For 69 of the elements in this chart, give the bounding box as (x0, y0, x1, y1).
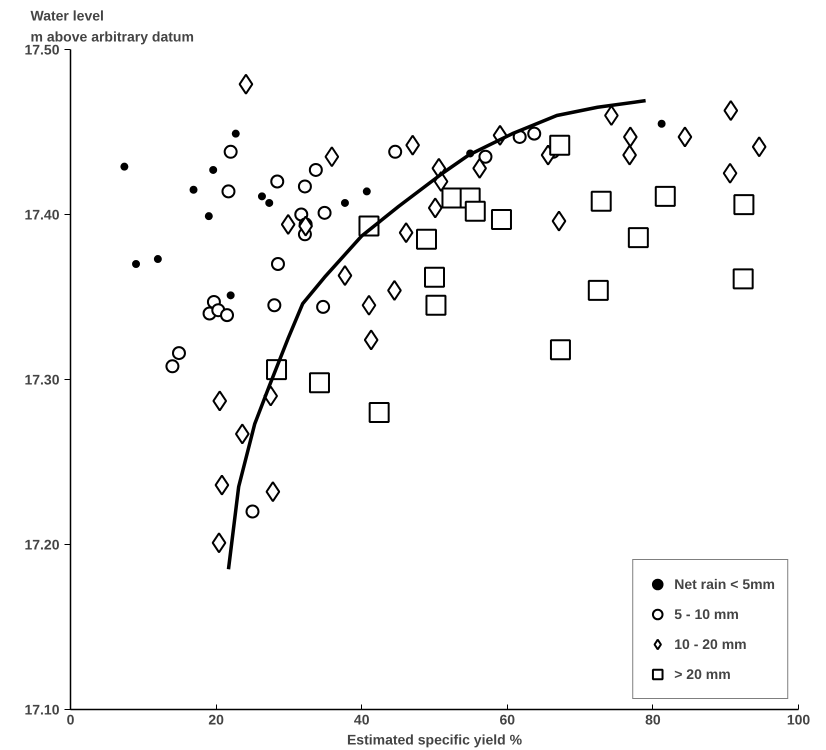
point (478, 150, 492, 164)
point (298, 179, 312, 194)
x-axis-title: Estimated specific yield % (346, 732, 523, 748)
point (527, 126, 542, 141)
point (132, 260, 140, 268)
x-tick-label: 100 (786, 712, 810, 728)
x-tick-label: 60 (500, 712, 516, 728)
point (226, 291, 235, 300)
point (221, 184, 236, 198)
point (224, 144, 238, 159)
legend-label: > 20 mm (674, 666, 731, 682)
line-series (226, 98, 648, 571)
y-tick-label: 17.30 (24, 372, 60, 388)
point (258, 192, 266, 200)
legend-label: Net rain < 5mm (674, 576, 775, 592)
point (549, 134, 570, 156)
y-tick-label: 17.40 (24, 206, 60, 222)
x-tick-label: 20 (208, 712, 224, 728)
point (316, 300, 330, 314)
point (270, 257, 285, 271)
point (172, 346, 186, 360)
point (318, 206, 332, 220)
point (604, 105, 619, 126)
y-tick-label: 17.10 (24, 702, 60, 718)
point (270, 174, 284, 188)
point (658, 120, 666, 128)
point (628, 227, 649, 248)
point (425, 294, 446, 316)
point (490, 208, 512, 230)
point (154, 255, 162, 264)
point (267, 298, 282, 312)
point (368, 402, 390, 423)
point (428, 197, 443, 218)
legend-label: 10 - 20 mm (674, 636, 747, 652)
x-tick-label: 40 (354, 712, 370, 728)
point (246, 504, 260, 518)
y-axis-title: Water level m above arbitrary datum (30, 8, 194, 44)
x-tick-label: 80 (645, 712, 661, 728)
point (209, 166, 218, 174)
point (590, 190, 612, 212)
point (654, 186, 676, 207)
point (723, 100, 738, 122)
point (416, 228, 437, 250)
point (234, 423, 250, 444)
legend-label: 5 - 10 mm (674, 606, 739, 622)
x-tick-label: 0 (66, 712, 75, 728)
point (388, 144, 402, 159)
point (308, 372, 330, 394)
point (464, 200, 486, 222)
point (732, 268, 754, 290)
point (220, 308, 234, 322)
point (165, 359, 180, 374)
point (190, 186, 198, 194)
point (424, 266, 445, 288)
point (550, 339, 571, 360)
point (308, 162, 323, 177)
point (212, 390, 228, 412)
point (280, 214, 296, 235)
point (588, 280, 609, 301)
point (204, 212, 213, 220)
point (340, 198, 349, 207)
point (752, 136, 767, 158)
point (265, 198, 274, 207)
y-tick-label: 17.50 (24, 42, 60, 58)
point (120, 162, 128, 171)
point (362, 187, 371, 196)
y-tick-label: 17.20 (24, 536, 60, 552)
point (733, 194, 754, 216)
point (232, 130, 240, 138)
